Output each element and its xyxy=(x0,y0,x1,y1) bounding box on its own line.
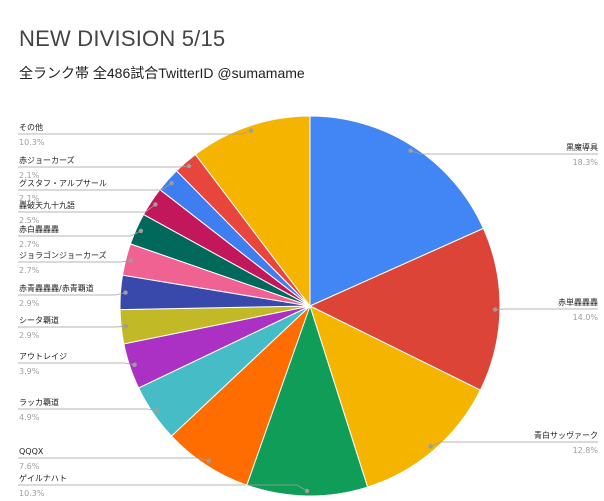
pie-slice-3 xyxy=(246,304,369,497)
slice-label-14: その他 xyxy=(19,122,43,132)
label-group-8: 赤青轟轟轟/赤青覇道 2.9% xyxy=(18,283,128,308)
label-group-12: グスタフ・アルプサール 2.1% xyxy=(18,178,174,203)
leader-line-10 xyxy=(18,230,142,237)
slice-percent-8: 2.9% xyxy=(19,299,40,308)
leader-line-5 xyxy=(18,408,158,411)
slice-percent-9: 2.7% xyxy=(19,266,40,275)
slice-label-6: アウトレイジ xyxy=(19,352,67,361)
slice-label-3: ゲイルナハト xyxy=(19,473,67,483)
chart-title: NEW DIVISION 5/15 xyxy=(19,26,226,51)
slice-label-7: シータ覇道 xyxy=(19,315,59,325)
slice-percent-4: 7.6% xyxy=(19,462,40,471)
label-group-2: 青白サッヴァーク 12.8% xyxy=(428,430,598,455)
slice-percent-10: 2.7% xyxy=(19,240,40,249)
slice-label-1: 赤単轟轟轟 xyxy=(558,297,598,307)
label-group-5: ラッカ覇道 4.9% xyxy=(18,397,160,422)
slice-label-12: グスタフ・アルプサール xyxy=(19,178,107,188)
label-group-1: 赤単轟轟轟 14.0% xyxy=(492,297,599,322)
leader-line-1 xyxy=(494,308,598,310)
pie-slice-14 xyxy=(194,115,311,308)
leader-dot-7 xyxy=(123,324,129,329)
slice-percent-5: 4.9% xyxy=(19,413,40,422)
leader-line-7 xyxy=(18,325,127,328)
leader-dot-9 xyxy=(128,258,133,263)
slice-percent-0: 18.3% xyxy=(573,158,599,167)
leader-line-4 xyxy=(18,457,210,462)
label-group-0: 黒魔導具 18.3% xyxy=(408,142,598,167)
leader-line-9 xyxy=(18,260,131,263)
slice-percent-1: 14.0% xyxy=(573,313,599,322)
slice-percent-7: 2.9% xyxy=(19,331,40,340)
leader-dot-0 xyxy=(408,148,413,153)
label-group-9: ジョラゴンジョーカーズ 2.7% xyxy=(18,250,133,275)
leader-line-12 xyxy=(18,182,172,191)
pie-slice-2 xyxy=(309,305,482,488)
leader-line-13 xyxy=(18,165,190,168)
leader-line-3 xyxy=(18,484,308,492)
leader-line-2 xyxy=(430,441,598,447)
leader-line-11 xyxy=(18,204,156,213)
slice-percent-13: 2.1% xyxy=(19,171,40,180)
leader-line-0 xyxy=(410,150,598,155)
slice-label-5: ラッカ覇道 xyxy=(19,397,59,407)
leader-dot-2 xyxy=(428,444,433,449)
label-group-13: 赤ジョーカーズ 2.1% xyxy=(18,155,192,180)
label-group-4: QQQX 7.6% xyxy=(18,447,212,471)
label-group-6: アウトレイジ 3.9% xyxy=(18,352,137,376)
label-group-3: ゲイルナハト 10.3% xyxy=(18,473,310,498)
slice-percent-6: 3.9% xyxy=(19,367,40,376)
label-group-14: その他 10.3% xyxy=(18,122,254,147)
slice-label-0: 黒魔導具 xyxy=(566,142,598,152)
slice-label-9: ジョラゴンジョーカーズ xyxy=(19,250,107,260)
slice-percent-14: 10.3% xyxy=(19,138,45,147)
slice-label-11: 轟破天九十九語 xyxy=(19,200,75,210)
slice-percent-11: 2.5% xyxy=(19,216,40,225)
slice-label-13: 赤ジョーカーズ xyxy=(19,155,75,165)
slice-percent-3: 10.3% xyxy=(19,489,45,498)
slice-percent-2: 12.8% xyxy=(573,446,599,455)
slice-label-4: QQQX xyxy=(19,447,44,456)
pie-slice-0 xyxy=(309,115,485,307)
leader-dot-8 xyxy=(123,290,128,295)
leader-line-6 xyxy=(18,362,135,366)
label-group-11: 轟破天九十九語 2.5% xyxy=(18,200,158,225)
chart-subtitle: 全ランク帯 全486試合TwitterID @sumamame xyxy=(19,65,305,81)
leader-line-14 xyxy=(18,130,252,135)
slice-label-2: 青白サッヴァーク xyxy=(534,430,598,440)
label-group-10: 赤白轟轟轟 2.7% xyxy=(18,224,144,249)
leader-line-8 xyxy=(18,292,126,296)
slice-label-8: 赤青轟轟轟/赤青覇道 xyxy=(19,283,94,293)
label-group-7: シータ覇道 2.9% xyxy=(18,315,129,340)
slice-label-10: 赤白轟轟轟 xyxy=(19,224,59,234)
slice-percent-12: 2.1% xyxy=(19,194,40,203)
